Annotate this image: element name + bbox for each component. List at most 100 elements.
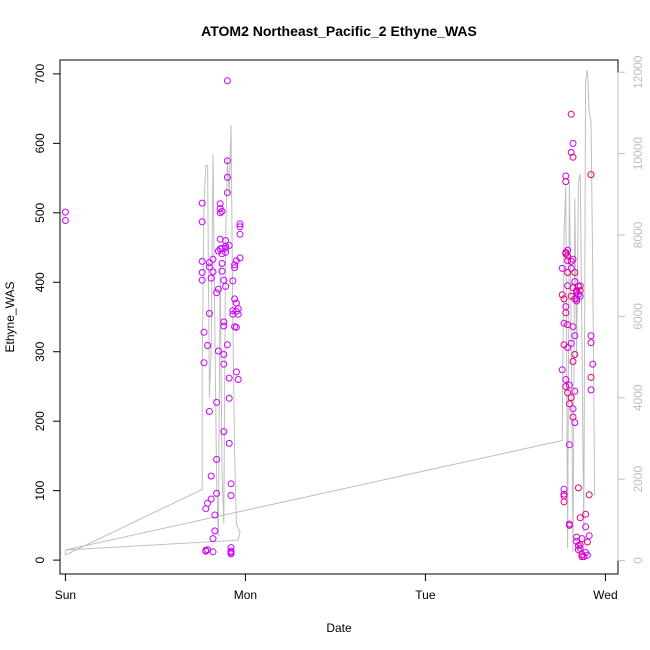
data-point <box>234 376 242 383</box>
data-point <box>198 218 206 226</box>
data-point <box>565 400 573 408</box>
data-point <box>576 282 584 290</box>
data-point <box>565 381 573 389</box>
data-point <box>236 254 244 262</box>
data-point <box>218 244 226 252</box>
data-point <box>222 248 230 256</box>
data-point <box>234 305 242 313</box>
data-point <box>571 269 579 276</box>
data-point <box>564 269 572 276</box>
data-point <box>587 339 595 347</box>
data-point <box>564 252 572 260</box>
data-point <box>571 278 579 286</box>
data-point <box>213 489 221 497</box>
data-point <box>571 332 579 340</box>
data-point <box>218 267 226 275</box>
y-tick-label: 300 <box>33 341 47 361</box>
data-point <box>567 110 575 118</box>
data-point <box>205 408 213 415</box>
data-point <box>571 351 579 358</box>
data-point <box>209 535 217 543</box>
data-point <box>227 480 235 488</box>
y2-tick-label: 8000 <box>631 221 645 248</box>
data-point <box>567 394 575 402</box>
data-point <box>231 264 239 272</box>
data-point <box>564 389 572 397</box>
data-point <box>220 428 228 436</box>
data-point <box>223 157 231 165</box>
plot-border <box>59 59 619 575</box>
data-point <box>585 532 593 540</box>
data-point <box>222 237 230 245</box>
data-point <box>587 373 595 381</box>
data-point <box>587 332 595 340</box>
data-point <box>571 387 579 395</box>
data-point <box>205 259 213 267</box>
data-point <box>223 173 231 181</box>
y2-tick-label: 4000 <box>631 384 645 411</box>
data-point <box>567 257 575 265</box>
data-point <box>567 264 575 272</box>
data-point <box>220 360 228 368</box>
x-axis-label: Date <box>326 621 352 635</box>
data-point <box>200 328 208 336</box>
data-point <box>564 344 572 352</box>
data-point <box>198 269 206 276</box>
data-point <box>569 139 577 147</box>
data-point <box>232 368 240 376</box>
data-point <box>223 189 231 197</box>
data-point <box>205 263 213 271</box>
data-point <box>223 341 231 349</box>
y-tick-label: 500 <box>33 202 47 222</box>
data-point <box>562 309 570 317</box>
data-point <box>211 511 219 519</box>
data-point <box>225 439 233 447</box>
x-axis: Sun Mon Tue Wed <box>55 573 618 602</box>
data-point <box>231 261 239 269</box>
y-tick-label: 0 <box>33 556 47 563</box>
data-point <box>216 209 224 217</box>
data-point <box>207 274 215 282</box>
data-point <box>569 358 577 365</box>
data-point <box>216 200 224 208</box>
secondary-line-layer <box>64 70 596 556</box>
data-point <box>209 255 217 263</box>
y2-tick-label: 0 <box>631 557 645 564</box>
data-point <box>558 366 566 374</box>
x-tick-label: Wed <box>593 588 617 602</box>
data-point <box>587 386 595 394</box>
data-point <box>573 287 581 295</box>
data-point <box>560 319 568 327</box>
data-point <box>585 491 593 499</box>
data-point <box>200 359 208 367</box>
data-point <box>558 291 566 299</box>
data-point <box>569 255 577 263</box>
data-point <box>567 148 575 156</box>
data-point <box>209 268 217 276</box>
data-point <box>560 498 568 506</box>
data-point <box>569 323 577 331</box>
data-point <box>204 499 212 507</box>
y-axis-label: Ethyne_WAS <box>3 282 17 353</box>
data-point <box>211 527 219 535</box>
data-point <box>225 394 233 402</box>
data-point <box>576 514 584 522</box>
data-point <box>209 548 217 556</box>
y-tick-label: 200 <box>33 411 47 431</box>
data-point <box>236 220 244 228</box>
data-point <box>562 383 570 390</box>
data-point <box>231 295 239 303</box>
y2-tick-label: 2000 <box>631 466 645 493</box>
data-point <box>225 374 233 382</box>
x-tick-label: Mon <box>234 588 257 602</box>
data-point <box>213 398 221 406</box>
data-point <box>223 77 231 85</box>
data-point <box>213 455 221 463</box>
data-point <box>574 484 582 492</box>
data-point <box>562 250 570 258</box>
data-point <box>558 264 566 272</box>
data-point <box>567 339 575 347</box>
data-point <box>198 276 206 284</box>
data-point <box>227 492 235 499</box>
